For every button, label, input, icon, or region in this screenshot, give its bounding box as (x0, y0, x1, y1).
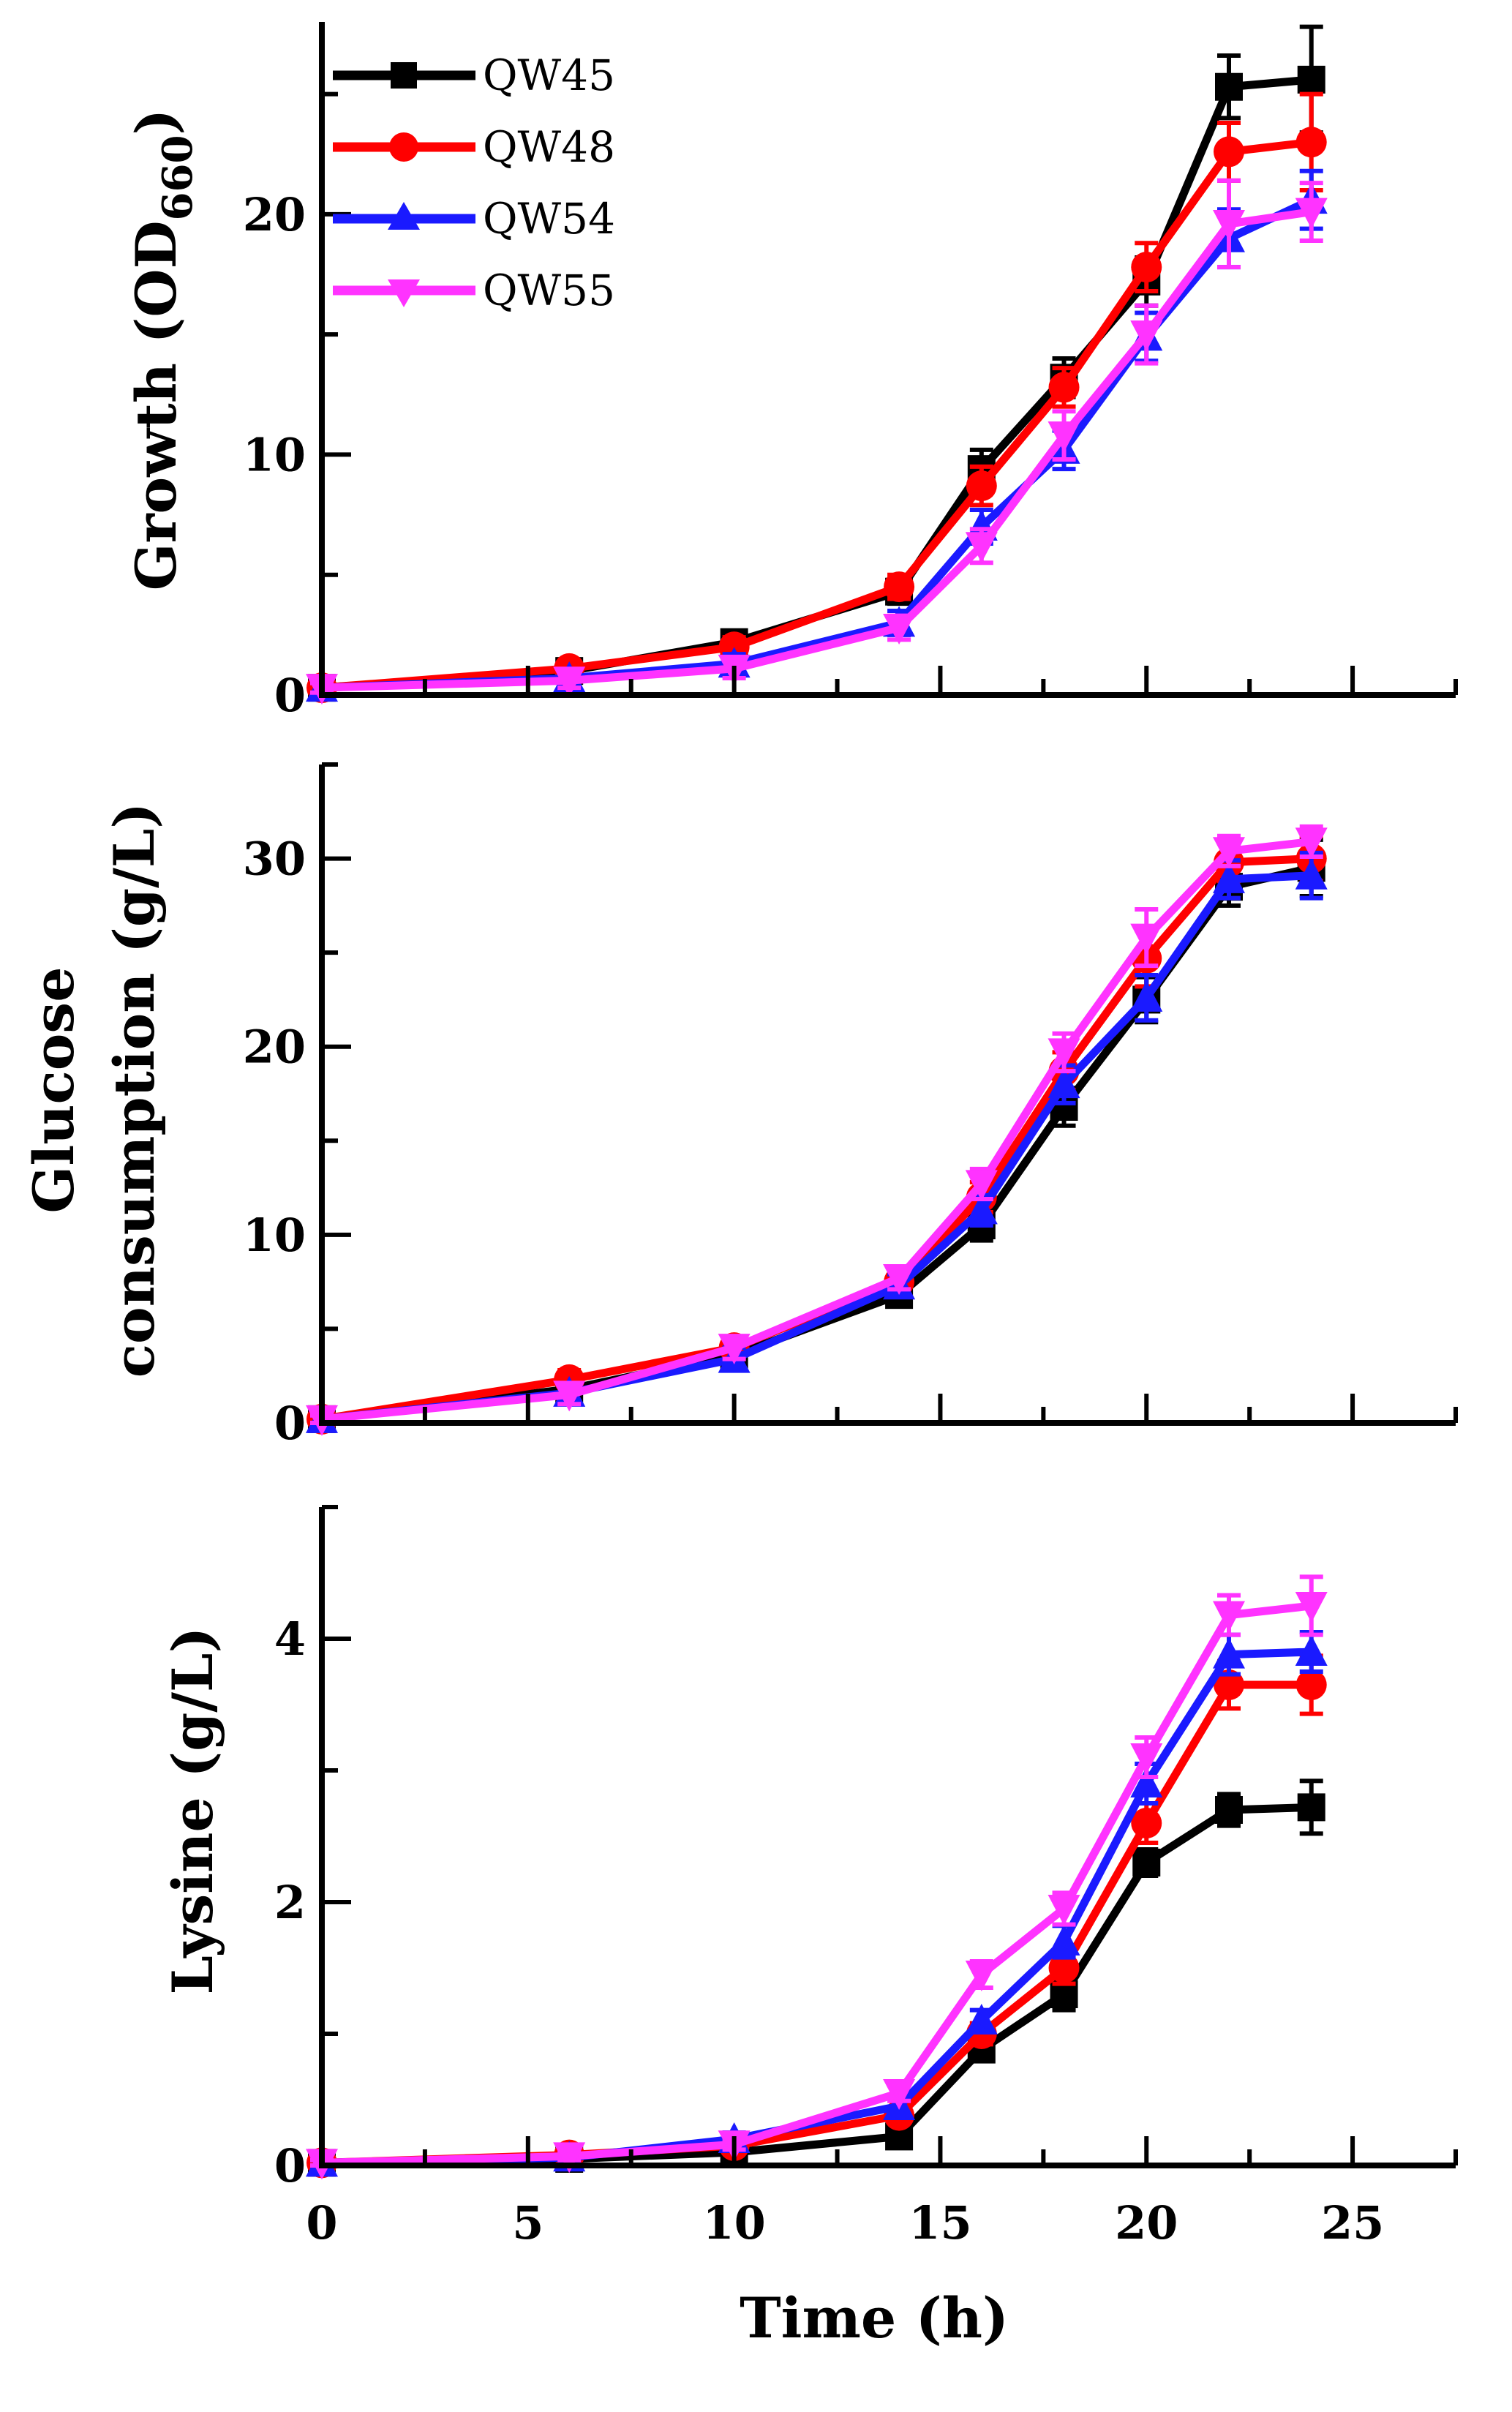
lysine-x-tick-label-5: 25 (1321, 2196, 1384, 2250)
lysine-qw55-point-5 (1048, 1895, 1080, 1926)
growth-qw48-point-8 (1295, 127, 1327, 158)
glucose-qw55-point-5 (1048, 1038, 1080, 1070)
growth-qw45-point-8 (1297, 65, 1325, 94)
glucose-qw55-point-2 (718, 1334, 751, 1365)
growth-qw48-point-3 (884, 571, 915, 603)
lysine-qw45-point-8 (1297, 1793, 1325, 1822)
glucose-axis-ticks: 0 10 20 30 (243, 762, 1458, 1450)
growth-qw48-point-7 (1214, 136, 1244, 168)
growth-qw48-point-4 (966, 470, 997, 502)
lysine-axis-ticks: 0 2 4 0 5 10 15 20 25 (274, 1505, 1458, 2250)
growth-axis-ticks: 0 10 20 (243, 91, 1458, 722)
lysine-y-axis-title: Lysine (g/L) (160, 1627, 225, 1995)
lysine-qw48-point-6 (1131, 1808, 1162, 1838)
lysine-x-tick-label-1: 5 (512, 2196, 544, 2250)
growth-qw55-point-3 (883, 614, 916, 645)
lysine-x-tick-label-0: 0 (306, 2196, 337, 2250)
glucose-y-tick-label-2: 20 (243, 1021, 306, 1074)
growth-y-tick-label-1: 10 (243, 428, 306, 481)
lysine-qw48-point-5 (1048, 1953, 1080, 1983)
lysine-qw45-point-6 (1132, 1849, 1161, 1876)
lysine-qw48-point-7 (1214, 1669, 1244, 1700)
lysine-qw54-point-6 (1130, 1767, 1163, 1797)
growth-qw55-point-8 (1295, 198, 1328, 229)
glucose-y-tick-label-1: 10 (243, 1209, 306, 1262)
legend-label-qw54: QW54 (483, 194, 615, 244)
lysine-x-tick-label-2: 10 (702, 2196, 765, 2250)
legend-entry-qw48: QW48 (333, 122, 615, 172)
glucose-qw55-point-1 (553, 1380, 586, 1412)
lysine-qw45-point-7 (1215, 1796, 1243, 1824)
lysine-axes-frame (319, 1507, 1456, 2168)
glucose-qw55-point-7 (1213, 837, 1245, 868)
lysine-qw48-point-8 (1295, 1669, 1327, 1700)
glucose-y-tick-label-0: 0 (274, 1397, 306, 1450)
growth-panel: 0 10 20 Growth (OD660) QW45 QW48 QW54 (124, 22, 1458, 722)
legend-entry-qw54: QW54 (333, 194, 615, 244)
glucose-qw55-point-8 (1295, 827, 1328, 859)
lysine-qw55-point-6 (1130, 1743, 1163, 1774)
growth-qw55-point-4 (965, 532, 998, 563)
glucose-series-qw55 (306, 824, 1328, 1436)
lysine-qw54-point-5 (1048, 1925, 1080, 1955)
glucose-qw55-point-6 (1130, 923, 1163, 955)
growth-qw55-point-5 (1048, 421, 1080, 453)
growth-qw45-point-7 (1215, 72, 1243, 101)
legend-label-qw45: QW45 (483, 50, 615, 100)
legend-marker-qw54 (388, 202, 420, 230)
lysine-x-tick-label-4: 20 (1115, 2196, 1178, 2250)
glucose-qw54-point-5 (1048, 1067, 1080, 1099)
growth-y-tick-label-2: 20 (243, 188, 306, 241)
lysine-qw55-point-7 (1213, 1601, 1245, 1632)
growth-qw55-point-1 (553, 666, 586, 698)
lysine-qw54-point-4 (965, 2004, 998, 2035)
growth-y-axis-title: Growth (OD660) (124, 109, 202, 591)
glucose-y-tick-label-3: 30 (243, 833, 306, 886)
growth-y-title-end: ) (124, 109, 189, 135)
glucose-y-axis-title-line1: Glucose (21, 966, 86, 1213)
lysine-y-tick-label-2: 4 (274, 1612, 306, 1666)
glucose-qw54-point-8 (1295, 858, 1328, 890)
legend-entry-qw45: QW45 (333, 50, 615, 100)
lysine-qw55-point-1 (553, 2142, 586, 2174)
glucose-axes-frame (319, 764, 1456, 1426)
growth-y-title-main: Growth (OD (124, 220, 189, 590)
growth-y-tick-label-0: 0 (274, 669, 306, 722)
lysine-qw54-point-8 (1295, 1635, 1328, 1666)
growth-qw55-point-6 (1130, 320, 1163, 352)
glucose-y-axis-title-line2: consumption (g/L) (102, 803, 167, 1378)
legend-label-qw55: QW55 (483, 266, 615, 315)
lysine-x-tick-label-3: 15 (909, 2196, 971, 2250)
lysine-qw54-point-7 (1213, 1637, 1245, 1669)
legend-marker-qw48 (389, 132, 418, 162)
legend: QW45 QW48 QW54 QW55 (333, 50, 615, 315)
legend-marker-qw45 (391, 62, 417, 89)
glucose-plot-marks (306, 824, 1328, 1436)
growth-axes-frame (319, 22, 1456, 698)
growth-y-title-sub: 660 (154, 135, 202, 221)
lysine-qw55-point-4 (965, 1961, 998, 1991)
glucose-qw55-point-4 (965, 1170, 998, 1201)
glucose-qw55-point-3 (883, 1264, 916, 1295)
glucose-panel: 0 10 20 30 Glucose consumption (g/L) (21, 762, 1458, 1450)
glucose-qw54-point-7 (1213, 862, 1245, 893)
lysine-y-tick-label-0: 0 (274, 2139, 306, 2193)
glucose-qw54-point-4 (965, 1193, 998, 1225)
growth-qw48-point-6 (1131, 252, 1162, 283)
growth-qw55-point-7 (1213, 210, 1245, 241)
x-axis-title: Time (h) (740, 2285, 1009, 2351)
lysine-panel: 0 2 4 0 5 10 15 20 25 Lysine (g/L) (160, 1505, 1458, 2250)
glucose-qw54-point-6 (1130, 980, 1163, 1012)
lysine-qw55-point-3 (883, 2079, 916, 2110)
legend-label-qw48: QW48 (483, 122, 615, 172)
legend-entry-qw55: QW55 (333, 266, 615, 315)
growth-qw48-point-5 (1048, 372, 1080, 403)
lysine-y-tick-label-1: 2 (274, 1876, 306, 1929)
lysine-qw55-point-8 (1295, 1592, 1328, 1623)
legend-marker-qw55 (388, 279, 420, 307)
